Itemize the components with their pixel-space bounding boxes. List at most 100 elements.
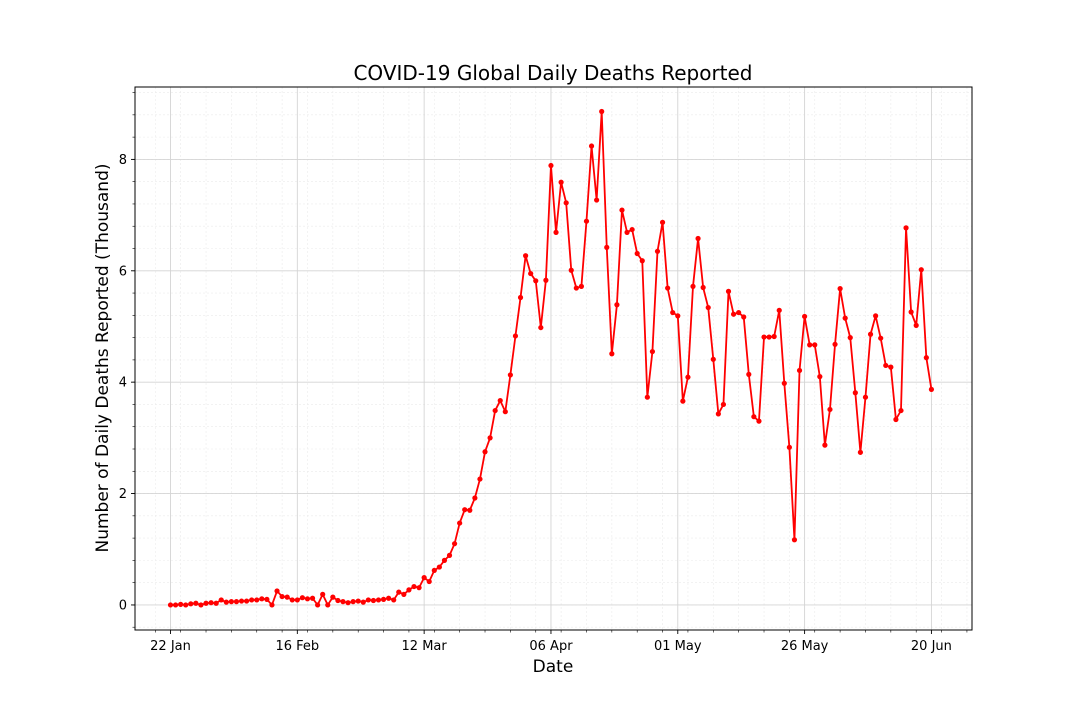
data-point [294,597,300,603]
data-point [497,397,503,404]
data-point [406,587,412,593]
data-point [568,267,574,273]
x-tick-label: 22 Jan [150,639,191,654]
data-point [467,507,473,513]
x-tick-label: 20 Jun [911,639,952,654]
data-point [862,394,869,400]
data-point [720,401,727,408]
data-point [918,267,924,273]
y-tick-label: 8 [119,153,127,168]
data-point [928,386,935,393]
data-point [675,313,681,319]
data-point [249,597,255,603]
data-point [375,597,382,603]
data-point [599,108,605,115]
data-point [832,341,838,347]
data-point [330,594,336,600]
data-point [690,283,696,289]
data-point [807,342,813,348]
data-point [462,507,468,513]
data-point [320,591,326,597]
data-point [208,600,214,606]
x-tick-label: 01 May [654,639,702,654]
data-point [751,414,757,420]
data-point [528,270,534,277]
data-point [766,334,772,340]
data-point [335,597,341,604]
data-point [705,304,711,311]
data-point [730,311,737,317]
data-point [812,342,818,348]
data-point [472,495,478,501]
data-point [228,599,234,605]
chart-title: COVID-19 Global Daily Deaths Reported [353,61,752,85]
data-point [183,602,189,608]
data-point [538,324,544,331]
data-point [441,557,448,563]
data-point [857,449,864,455]
data-point [309,595,316,601]
data-point [325,602,331,608]
data-point [533,278,539,284]
data-point [715,411,721,417]
data-point [578,283,585,289]
data-point [588,143,595,149]
data-point [827,406,833,413]
data-point [700,284,706,291]
data-point [492,407,498,414]
data-point [913,322,919,328]
data-point [867,331,874,337]
data-point [289,597,295,603]
data-point [203,600,209,606]
data-point [842,315,848,321]
data-point [274,588,280,594]
data-point [355,598,361,604]
data-point [786,444,792,450]
data-point [837,286,843,292]
data-point [172,602,179,608]
data-point [244,598,250,604]
data-point [254,597,260,603]
data-point [695,235,701,242]
data-point [710,356,716,362]
data-point [725,288,732,294]
data-point [761,334,767,340]
data-point [238,598,245,604]
data-point [817,374,823,380]
y-axis-label: Number of Daily Deaths Reported (Thousan… [93,163,113,552]
y-tick-label: 0 [119,598,127,613]
data-point [193,600,199,606]
data-point [391,597,397,603]
data-point [279,593,285,600]
data-point [233,599,240,605]
data-point [213,600,219,606]
data-point [299,595,305,601]
data-point [543,277,549,283]
data-point [512,333,519,339]
data-point [847,335,853,341]
data-point [380,596,387,602]
data-point [634,250,640,257]
data-point [446,552,453,558]
data-point [167,602,174,608]
data-point [898,407,904,414]
data-point [365,597,371,603]
data-point [614,302,620,308]
data-point [776,307,782,313]
data-point [629,226,635,233]
data-point [903,225,909,231]
data-point [796,367,803,374]
x-tick-label: 12 Mar [402,639,448,654]
y-tick-label: 2 [119,487,127,502]
data-point [436,564,442,570]
data-point [746,371,752,377]
data-point [269,602,275,608]
x-axis: 22 Jan 16 Feb 12 Mar 06 Apr 01 May 26 May 20 J… [150,630,968,654]
data-point [644,394,650,400]
minor-grid [135,87,972,630]
data-point [741,314,747,320]
data-point [178,601,184,607]
data-point [908,309,914,315]
data-point [781,380,787,386]
data-point [421,575,427,581]
